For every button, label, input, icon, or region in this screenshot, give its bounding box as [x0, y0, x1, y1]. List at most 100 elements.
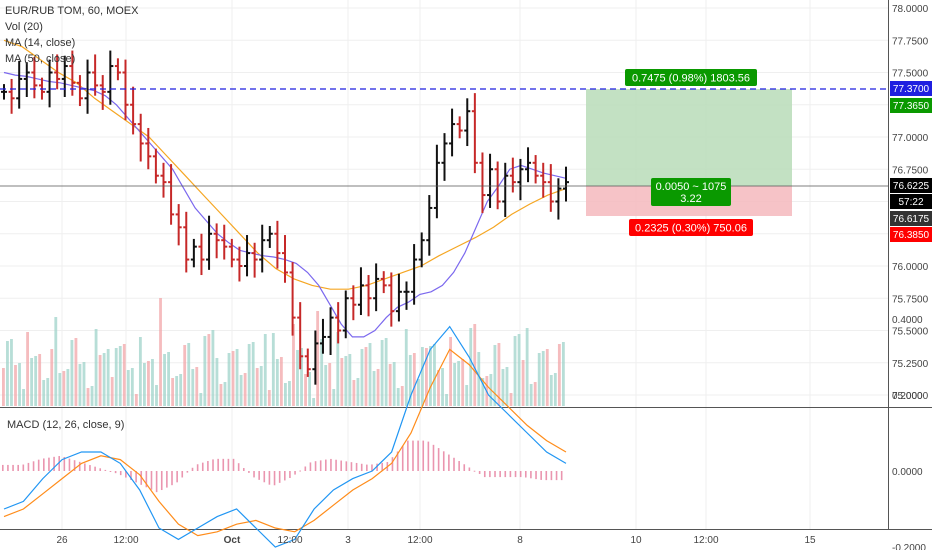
ohlc-bar: [160, 162, 167, 198]
volume-bar: [151, 359, 154, 406]
ohlc-bar: [236, 246, 243, 282]
ohlc-bar: [175, 204, 182, 246]
macd-histogram-bar: [391, 457, 394, 471]
macd-histogram-bar: [181, 471, 184, 478]
macd-histogram-bar: [248, 471, 250, 473]
time-axis[interactable]: 26 12:00 Oct 3 12:00 8 10 12:00 15 12:00: [56, 535, 816, 546]
ohlc-bar: [61, 55, 68, 98]
macd-histogram-bar: [545, 471, 548, 481]
macd-histogram-bar: [17, 464, 19, 471]
macd-histogram-bar: [442, 451, 445, 471]
ohlc-bar: [274, 220, 281, 269]
macd-histogram-bar: [135, 471, 137, 483]
volume-bar: [247, 344, 251, 406]
volume-bar: [46, 378, 50, 406]
macd-tick-label: 0.2000: [892, 391, 923, 402]
ohlc-bar: [487, 153, 494, 208]
macd-histogram-bar: [109, 471, 112, 472]
macd-axis[interactable]: 0.4000 0.2000 0.0000 -0.2000: [892, 315, 926, 554]
volume-bar: [352, 380, 356, 406]
volume-bar: [517, 334, 521, 406]
symbol-title[interactable]: EUR/RUB TOM, 60, MOEX: [5, 5, 139, 17]
time-tick-label: 12:00: [407, 535, 432, 546]
last-price-badge: 76.6225: [890, 178, 932, 193]
macd-histogram-bar: [176, 471, 178, 483]
indicator-ma50[interactable]: MA (50, close): [5, 53, 76, 65]
indicator-volume[interactable]: Vol (20): [5, 21, 43, 33]
ohlc-bar: [266, 226, 273, 248]
countdown-badge: 57:22: [890, 194, 932, 209]
ohlc-bar: [168, 164, 175, 225]
volume-bar: [203, 336, 207, 406]
volume-bar: [445, 394, 448, 406]
ohlc-bar: [456, 116, 463, 139]
macd-histogram-bar: [222, 458, 225, 471]
volume-bar: [110, 377, 114, 406]
volume-bar: [18, 363, 21, 406]
volume-bar: [453, 363, 457, 406]
ohlc-bar: [449, 108, 456, 157]
macd-histogram-bar: [89, 465, 91, 471]
volume-bar: [50, 349, 54, 406]
volume-bar: [163, 354, 166, 406]
volume-bar: [561, 342, 565, 406]
volume-bar: [22, 389, 25, 406]
macd-histogram-bar: [73, 460, 76, 471]
macd-histogram-bar: [43, 458, 45, 471]
volume-bar: [481, 378, 485, 406]
volume-bar: [86, 388, 90, 406]
ohlc-bar: [297, 302, 304, 370]
ohlc-bar: [502, 162, 509, 217]
volume-bar: [14, 365, 17, 406]
volume-bars: [2, 298, 565, 406]
macd-histogram-bar: [489, 471, 491, 478]
macd-histogram-bar: [468, 467, 471, 471]
volume-bar: [263, 334, 267, 406]
indicator-ma14[interactable]: MA (14, close): [5, 37, 76, 49]
time-tick-label: 8: [517, 535, 523, 546]
macd-histogram-bar: [68, 458, 71, 471]
volume-bar: [82, 362, 86, 406]
volume-bar: [529, 384, 533, 406]
ohlc-bar: [107, 50, 114, 105]
ohlc-bar: [441, 133, 448, 181]
volume-bar: [122, 344, 126, 406]
signal-line: [3, 348, 567, 537]
profit-zone[interactable]: [586, 89, 792, 186]
volume-bar: [545, 349, 549, 406]
macd-histogram-bar: [422, 440, 425, 471]
ohlc-bar: [8, 78, 15, 114]
volume-bar: [66, 369, 70, 406]
macd-histogram-bar: [94, 466, 96, 471]
volume-bar: [425, 348, 428, 406]
ohlc-bar: [540, 162, 547, 198]
volume-bar: [102, 353, 106, 406]
svg-text:0.2325 (0.30%) 750.06: 0.2325 (0.30%) 750.06: [635, 223, 747, 235]
volume-bar: [30, 358, 34, 406]
macd-histogram-bar: [191, 467, 194, 471]
macd-tick-label: -0.2000: [892, 543, 926, 550]
macd-histogram-bar: [130, 471, 132, 480]
ohlc-bar: [289, 262, 296, 336]
macd-histogram-bar: [524, 471, 527, 478]
volume-bar: [251, 342, 255, 406]
ohlc-bar: [509, 157, 516, 193]
volume-bar: [288, 381, 291, 406]
macd-histogram-bar: [473, 470, 476, 472]
macd-histogram-bar: [299, 470, 301, 472]
volume-bar: [94, 329, 98, 406]
volume-bar: [223, 382, 227, 406]
macd-histogram-bar: [340, 460, 342, 471]
macd-histogram-bar: [284, 471, 286, 481]
ohlc-bar: [327, 307, 334, 356]
macd-histogram-bar: [360, 463, 363, 471]
stop-label: 0.2325 (0.30%) 750.06: [629, 219, 753, 236]
volume-bar: [429, 346, 432, 406]
volume-bar: [231, 351, 235, 406]
volume-bar: [537, 353, 541, 406]
volume-bar: [187, 343, 191, 406]
legend: EUR/RUB TOM, 60, MOEX Vol (20) MA (14, c…: [5, 3, 138, 67]
macd-histogram-bar: [22, 464, 25, 471]
